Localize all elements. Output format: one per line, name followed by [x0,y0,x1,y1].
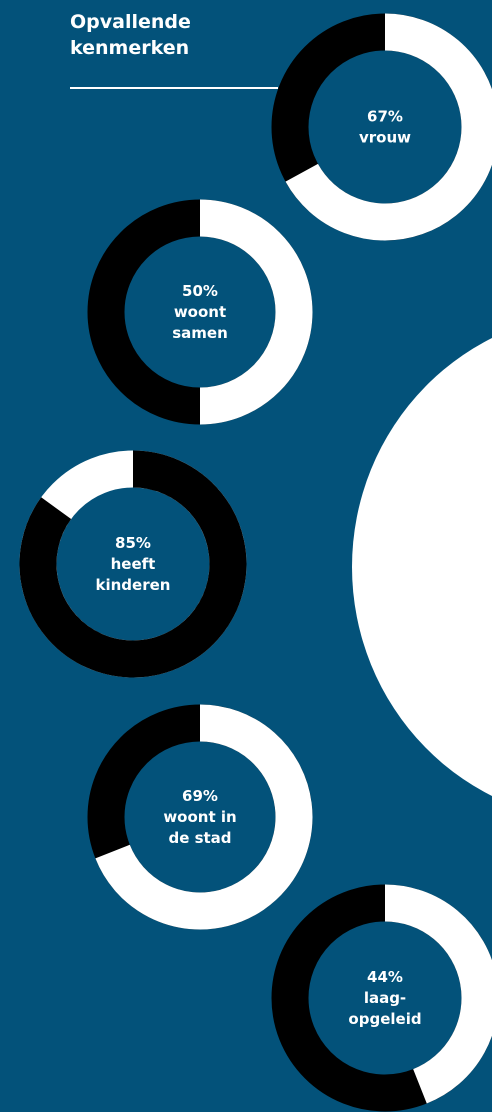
donut-value-label: 50% [182,282,218,300]
donut-category-label: kinderen [96,576,171,594]
donut-category-label: de stad [168,829,231,847]
donut-category-label: woont in [163,808,236,826]
donut-value-label: 85% [115,534,151,552]
donut-category-label: vrouw [359,129,411,147]
donut-category-label: laag- [364,989,406,1007]
donut-value-label: 69% [182,787,218,805]
donut-chart-50: 50% woont samen [87,199,313,425]
donut-share-segment [95,704,313,930]
title-line-1: Opvallende [70,11,191,33]
donut-category-label: samen [172,324,228,342]
donut-value-label: 67% [367,108,403,126]
donut-category-label: heeft [111,555,156,573]
donut-category-label: woont [174,303,226,321]
donut-chart-85: 85% heeft kinderen [19,450,247,678]
donut-value-label: 44% [367,968,403,986]
donut-share-segment [19,450,247,678]
page-title: Opvallende kenmerken [70,9,191,61]
title-line-2: kenmerken [70,37,190,59]
donut-share-segment [199,199,313,425]
donut-share-segment [384,884,492,1104]
donut-chart-67: 67% vrouw [271,13,492,241]
donut-chart-44: 44% laag-opgeleid [271,884,492,1112]
donut-category-label: opgeleid [348,1010,421,1028]
donut-chart-69: 69% woont in de stad [87,704,313,930]
title-underline [70,87,278,89]
donut-share-segment [285,13,492,241]
